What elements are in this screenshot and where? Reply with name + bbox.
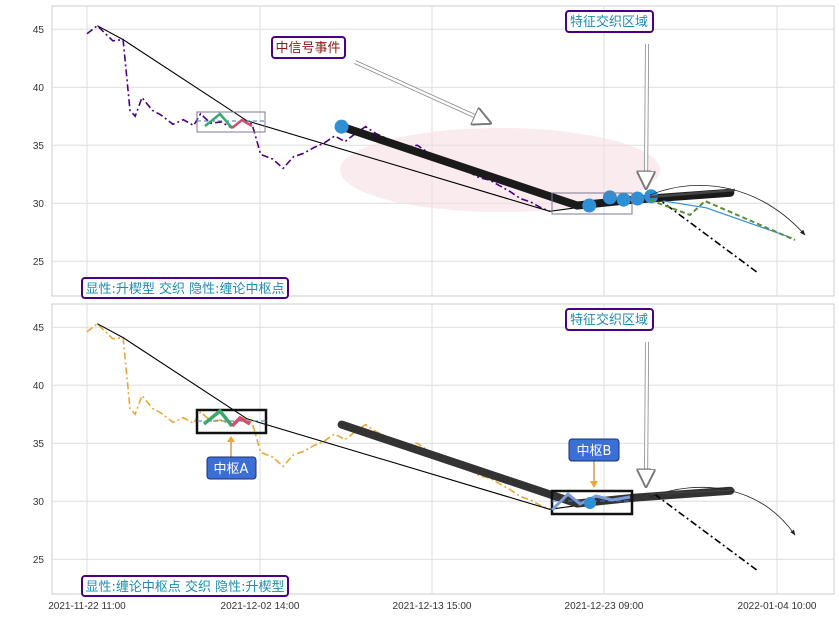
x-tick-label-2: 2021-12-13 15:00 <box>393 601 472 612</box>
top-series-line-3 <box>654 195 759 274</box>
bottom-series-group <box>86 322 759 572</box>
bottom-y-tick-label: 35 <box>33 439 45 450</box>
bottom-legend-label: 显性:缠论中枢点 交织 隐性:升楔型 <box>85 579 284 595</box>
top-y-tick-label: 25 <box>33 257 45 268</box>
zone-b-label-box <box>568 438 620 462</box>
bottom-zone-a-stroke-up <box>202 408 234 428</box>
bottom-y-tick-label: 30 <box>33 497 45 508</box>
bottom-y-tick-label: 40 <box>33 381 45 392</box>
top-legend-label: 显性:升楔型 交织 隐性:缠论中枢点 <box>85 281 284 297</box>
top-series-line-4 <box>663 200 793 239</box>
top-key-point-1 <box>582 198 597 213</box>
zone-a-label: 中枢A <box>214 462 249 477</box>
bottom-grid <box>52 304 834 594</box>
zone-b-label: 中枢B <box>577 444 612 459</box>
top-feature-label-box <box>565 10 654 33</box>
zone-a-pointer-head <box>227 436 235 442</box>
top-y-tick-label: 45 <box>33 25 45 36</box>
bottom-feature-label: 特征交织区域 <box>570 312 648 328</box>
top-zone-box-a <box>196 111 266 133</box>
bottom-panel: 25 30 35 40 45 2021-11-22 11:00 2021-12-02 14… <box>33 303 835 612</box>
bottom-feature-label-box <box>565 308 654 331</box>
bottom-feature-arrow <box>646 341 647 486</box>
top-projection-curve <box>649 185 806 236</box>
top-key-point-0 <box>334 119 349 134</box>
bottom-legend-box <box>81 575 289 597</box>
top-y-ticks: 25 30 35 40 45 <box>33 25 45 268</box>
bottom-plot-area <box>51 303 835 595</box>
top-y-tick-label: 30 <box>33 199 45 210</box>
top-key-point-3 <box>616 192 631 207</box>
top-zone-box-b <box>551 192 633 215</box>
top-zone-a-stroke-down <box>231 118 253 129</box>
bottom-series-line-3 <box>654 493 759 572</box>
zone-b-pointer-head <box>590 481 598 488</box>
top-y-tick-label: 40 <box>33 83 45 94</box>
bottom-zone-box-b <box>550 489 634 516</box>
bottom-y-tick-label: 25 <box>33 555 45 566</box>
zone-a-label-box <box>206 456 257 480</box>
bottom-y-tick-label: 45 <box>33 323 45 334</box>
top-signal-label-box <box>271 36 346 59</box>
bottom-zone-b-point <box>584 497 596 509</box>
bottom-series-line-2 <box>337 420 735 508</box>
top-y-tick-label: 35 <box>33 141 45 152</box>
top-key-point-2 <box>602 190 617 205</box>
top-signal-arrow <box>354 60 490 123</box>
top-points-group <box>334 119 659 213</box>
top-legend-box <box>81 277 289 299</box>
top-zone-a-stroke-up <box>204 112 233 129</box>
bottom-dark-segment <box>649 489 736 495</box>
x-tick-label-0: 2021-11-22 11:00 <box>48 601 126 612</box>
top-panel: 25 30 35 40 45 中信号事件 特征交织区域 显性:升楔型 交织 隐性:缠论中… <box>33 5 835 299</box>
top-signal-label: 中信号事件 <box>275 41 340 56</box>
top-feature-label: 特征交织区域 <box>570 14 648 30</box>
bottom-y-ticks: 25 30 35 40 45 <box>33 323 45 566</box>
x-tick-label-1: 2021-12-02 14:00 <box>221 601 300 612</box>
top-feature-arrow <box>646 43 647 188</box>
top-green-dashed-path <box>649 199 796 241</box>
top-key-point-4 <box>630 191 645 206</box>
bottom-x-ticks: 2021-11-22 11:00 2021-12-02 14:00 2021-12-… <box>48 601 817 612</box>
x-tick-label-3: 2021-12-23 09:00 <box>565 601 644 612</box>
x-tick-label-4: 2022-01-04 10:00 <box>738 601 817 612</box>
bottom-zone-a-stroke-down <box>230 415 251 428</box>
top-dark-segment <box>649 188 736 199</box>
